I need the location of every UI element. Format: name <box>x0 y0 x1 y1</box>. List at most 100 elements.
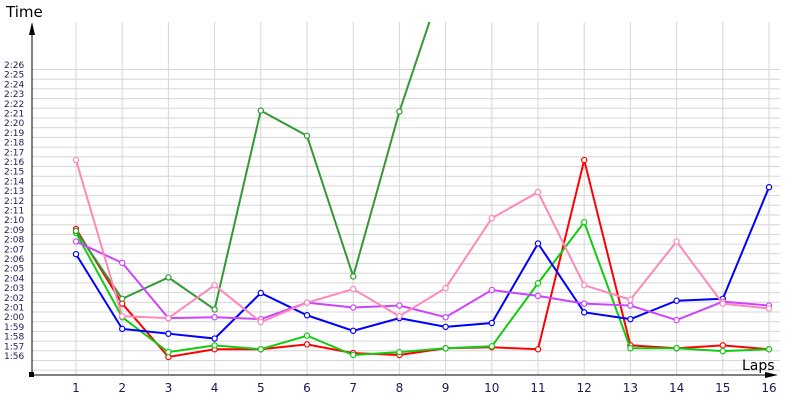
x-tick-labels: 1 2 3 4 5 6 7 8 9 10 11 12 13 14 15 16 <box>72 381 776 395</box>
data-point <box>211 281 218 289</box>
data-point <box>488 319 495 327</box>
data-point <box>350 351 357 359</box>
y-tick-label: 2:14 <box>4 177 24 187</box>
x-tick-label: 16 <box>761 381 776 395</box>
data-point <box>627 315 634 323</box>
y-tick-label: 2:21 <box>4 110 24 120</box>
origin-marker <box>29 372 34 377</box>
data-point <box>581 300 588 307</box>
data-point <box>396 302 403 309</box>
data-point <box>581 218 588 226</box>
x-tick-label: 7 <box>349 381 357 395</box>
data-point <box>72 250 80 258</box>
data-point <box>211 306 218 313</box>
data-point <box>211 342 218 349</box>
x-tick-label: 11 <box>530 381 545 395</box>
x-axis-label: Laps <box>742 358 775 374</box>
data-point <box>350 304 357 311</box>
data-point <box>118 313 126 320</box>
y-tick-label: 2:15 <box>4 168 24 178</box>
data-point <box>442 314 449 321</box>
data-point <box>118 259 126 267</box>
data-point <box>673 238 680 245</box>
grid <box>32 22 780 375</box>
series-line <box>75 159 770 359</box>
y-tick-label: 2:06 <box>4 255 24 265</box>
data-point <box>257 346 264 353</box>
y-tick-label: 2:20 <box>4 119 24 129</box>
y-tick-label: 2:09 <box>4 226 24 236</box>
y-tick-label: 2:24 <box>4 80 24 90</box>
y-tick-label: 2:10 <box>4 216 24 226</box>
data-point <box>534 240 542 247</box>
data-point <box>442 345 449 352</box>
data-point <box>488 286 495 294</box>
y-tick-label: 1:59 <box>4 323 24 333</box>
y-tick-label: 2:16 <box>4 158 24 168</box>
data-point <box>257 289 264 297</box>
data-point <box>211 335 218 342</box>
data-point <box>165 330 172 337</box>
y-tick-label: 2:05 <box>4 265 24 275</box>
y-tick-labels: 1:561:571:581:592:002:012:022:032:042:05… <box>4 61 24 362</box>
data-point <box>303 312 311 319</box>
series-6 <box>72 156 773 326</box>
data-point <box>765 305 773 312</box>
data-point <box>534 188 542 196</box>
data-point <box>396 348 403 356</box>
y-tick-label: 2:02 <box>4 294 24 304</box>
y-tick-label: 2:03 <box>4 284 24 294</box>
y-tick-label: 2:17 <box>4 148 24 158</box>
data-point <box>534 280 542 287</box>
series-line <box>75 240 770 322</box>
y-tick-label: 1:56 <box>4 352 24 362</box>
data-point <box>765 184 773 191</box>
data-point <box>581 281 588 289</box>
data-point <box>72 156 80 164</box>
series-line <box>75 186 770 340</box>
x-tick-label: 12 <box>577 381 592 395</box>
data-point <box>303 132 311 140</box>
data-point <box>673 345 680 352</box>
series-lines <box>72 22 773 361</box>
data-point <box>534 346 542 353</box>
x-tick-label: 8 <box>396 381 404 395</box>
data-point <box>211 314 218 321</box>
x-axis-arrow <box>765 372 778 378</box>
series-line <box>75 220 770 357</box>
data-point <box>581 309 588 316</box>
y-tick-label: 2:04 <box>4 274 24 284</box>
data-point <box>165 314 172 322</box>
x-tick-label: 13 <box>623 381 638 395</box>
data-point <box>350 285 357 293</box>
x-tick-label: 2 <box>118 381 126 395</box>
data-point <box>719 342 727 349</box>
x-tick-label: 9 <box>442 381 450 395</box>
data-point <box>396 313 403 320</box>
y-tick-label: 2:18 <box>4 139 24 149</box>
series-3 <box>72 22 431 313</box>
data-point <box>165 274 172 281</box>
x-tick-label: 10 <box>484 381 499 395</box>
y-tick-label: 2:26 <box>4 61 24 71</box>
y-tick-label: 2:22 <box>4 100 24 110</box>
data-point <box>257 107 264 114</box>
data-point <box>765 346 773 353</box>
data-point <box>350 273 357 280</box>
y-tick-label: 2:12 <box>4 197 24 207</box>
series-line <box>75 159 770 324</box>
data-point <box>627 296 634 303</box>
series-1 <box>72 156 773 361</box>
data-point <box>257 318 264 326</box>
axes: Time Laps <box>5 3 778 378</box>
data-point <box>442 323 449 331</box>
data-point <box>165 348 172 356</box>
y-tick-label: 1:58 <box>4 333 24 343</box>
data-point <box>673 297 680 304</box>
data-point <box>719 300 727 307</box>
y-tick-label: 2:25 <box>4 71 24 81</box>
data-point <box>350 327 357 334</box>
x-tick-label: 6 <box>303 381 311 395</box>
y-tick-label: 2:13 <box>4 187 24 197</box>
